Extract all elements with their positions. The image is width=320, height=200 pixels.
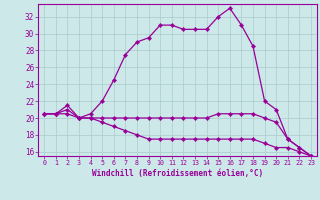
X-axis label: Windchill (Refroidissement éolien,°C): Windchill (Refroidissement éolien,°C) (92, 169, 263, 178)
